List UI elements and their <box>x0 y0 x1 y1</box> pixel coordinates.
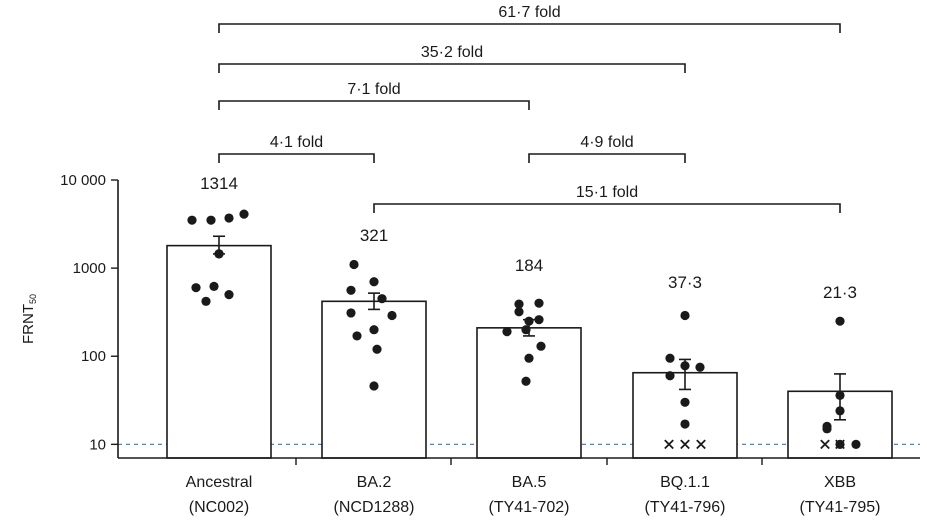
data-point <box>502 327 512 337</box>
y-axis-label: FRNT50 <box>20 294 38 344</box>
data-point <box>206 215 216 225</box>
bar <box>476 327 582 459</box>
category-label: Ancestral <box>186 474 253 491</box>
data-point <box>514 307 524 317</box>
data-point <box>191 283 201 293</box>
data-point <box>835 406 845 416</box>
category-sublabel: (TY41-796) <box>645 499 726 516</box>
data-point <box>352 331 362 341</box>
data-point <box>369 381 379 391</box>
data-point <box>822 424 832 434</box>
data-point <box>224 213 234 223</box>
data-point <box>835 316 845 326</box>
data-point <box>377 294 387 304</box>
value-label: 184 <box>515 256 543 275</box>
data-point <box>524 316 534 326</box>
y-tick-label: 10 000 <box>60 172 106 189</box>
below-threshold-point <box>664 439 674 450</box>
data-point <box>209 281 219 292</box>
data-point <box>187 215 197 225</box>
y-tick-label: 100 <box>81 348 106 365</box>
category-label: XBB <box>824 474 856 491</box>
fold-label: 15·1 fold <box>576 184 638 201</box>
y-tick-label: 1000 <box>73 260 106 277</box>
data-point <box>521 376 531 386</box>
data-point <box>369 277 379 287</box>
data-point <box>680 310 690 321</box>
fold-label: 61·7 fold <box>498 4 560 21</box>
data-point <box>224 290 234 300</box>
comparison-bracket <box>218 153 375 163</box>
data-point <box>524 353 534 363</box>
data-point <box>695 362 705 372</box>
fold-label: 4·9 fold <box>580 134 633 151</box>
data-point <box>851 439 861 449</box>
value-label: 1314 <box>200 174 238 193</box>
category-label: BA.5 <box>512 474 547 491</box>
value-label: 37·3 <box>668 273 702 292</box>
comparison-bracket <box>218 100 530 110</box>
data-point <box>349 259 359 270</box>
category-sublabel: (NC002) <box>189 499 249 516</box>
fold-label: 7·1 fold <box>347 81 400 98</box>
below-threshold-point <box>680 439 690 450</box>
data-point <box>369 325 379 335</box>
data-point <box>387 310 397 321</box>
data-point <box>521 325 531 335</box>
data-point <box>346 308 356 318</box>
data-point <box>346 285 356 295</box>
bar <box>166 244 272 459</box>
value-label: 21·3 <box>823 283 857 302</box>
y-tick-label: 10 <box>89 436 106 453</box>
data-point <box>680 419 690 429</box>
comparison-bracket <box>373 203 841 213</box>
comparison-bracket <box>528 153 686 163</box>
fold-label: 4·1 fold <box>270 134 323 151</box>
category-sublabel: (NCD1288) <box>334 499 415 516</box>
data-point <box>665 371 675 381</box>
data-point <box>680 397 690 407</box>
fold-label: 35·2 fold <box>421 44 483 61</box>
comparison-bracket <box>218 63 686 73</box>
data-point <box>514 299 524 309</box>
data-point <box>680 361 690 371</box>
category-label: BA.2 <box>357 474 392 491</box>
data-point <box>835 390 845 400</box>
comparison-bracket <box>218 23 841 33</box>
data-point <box>239 209 249 219</box>
data-point <box>665 353 675 363</box>
data-point <box>534 298 544 308</box>
data-point <box>534 315 544 325</box>
data-point <box>372 344 382 354</box>
data-point <box>214 249 224 259</box>
data-point <box>536 341 546 351</box>
category-sublabel: (TY41-702) <box>489 499 570 516</box>
category-sublabel: (TY41-795) <box>800 499 881 516</box>
data-point <box>201 296 211 306</box>
below-threshold-point <box>820 439 830 450</box>
value-label: 321 <box>360 226 388 245</box>
below-threshold-point <box>835 439 845 450</box>
below-threshold-point <box>696 439 706 450</box>
category-label: BQ.1.1 <box>660 474 710 491</box>
bar <box>321 300 427 459</box>
